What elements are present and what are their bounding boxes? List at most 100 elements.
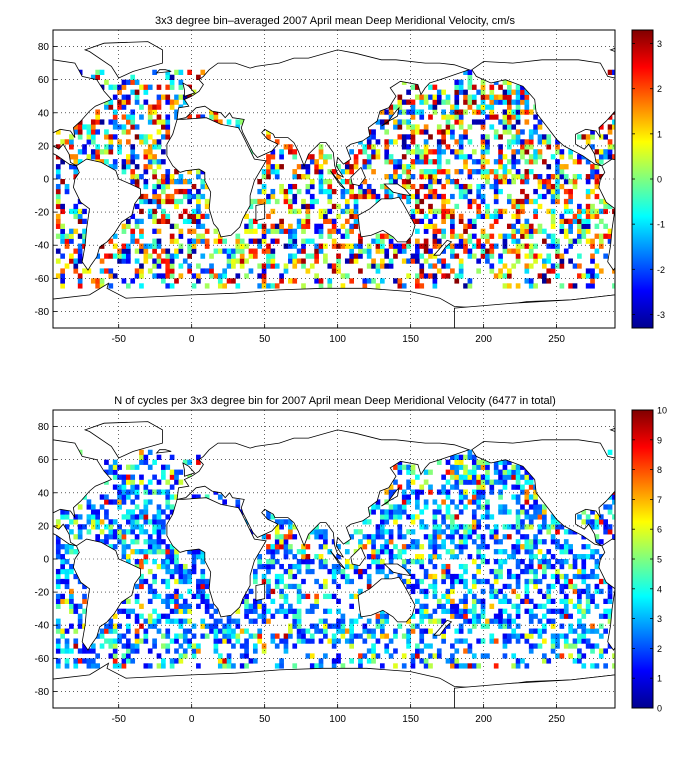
data-bin: [603, 149, 609, 155]
data-bin: [353, 203, 359, 210]
data-bin: [524, 494, 530, 500]
data-bin: [415, 499, 420, 505]
data-bin: [125, 223, 131, 229]
data-bin: [55, 583, 61, 590]
data-bin: [520, 203, 525, 210]
data-bin: [266, 129, 271, 135]
data-bin: [550, 174, 556, 180]
data-bin: [493, 179, 499, 185]
data-bin: [401, 509, 407, 515]
data-bin: [156, 524, 162, 530]
data-bin: [590, 509, 595, 515]
data-bin: [489, 84, 495, 90]
data-bin: [331, 169, 337, 175]
data-bin: [248, 218, 254, 224]
data-bin: [450, 223, 455, 229]
data-bin: [489, 124, 495, 130]
data-bin: [454, 273, 460, 279]
data-bin: [607, 504, 613, 510]
data-bin: [572, 263, 578, 269]
data-bin: [121, 258, 127, 264]
data-bin: [520, 568, 525, 575]
data-bin: [428, 583, 433, 590]
data-bin: [261, 613, 267, 619]
data-bin: [410, 183, 416, 190]
data-bin: [82, 648, 87, 654]
data-bin: [511, 474, 517, 480]
data-bin: [196, 233, 201, 239]
data-bin: [415, 539, 420, 545]
data-bin: [415, 198, 420, 205]
data-bin: [384, 263, 390, 269]
data-bin: [410, 519, 416, 525]
data-bin: [60, 563, 65, 570]
data-bin: [458, 454, 464, 460]
data-bin: [169, 258, 175, 264]
data-bin: [125, 258, 131, 264]
data-bin: [270, 238, 276, 244]
data-bin: [568, 283, 573, 289]
data-bin: [296, 638, 302, 644]
data-bin: [480, 484, 486, 490]
data-bin: [117, 89, 122, 95]
data-bin: [178, 608, 184, 614]
data-bin: [86, 134, 92, 140]
data-bin: [143, 164, 149, 170]
data-bin: [95, 519, 101, 525]
data-bin: [288, 208, 293, 215]
data-bin: [581, 134, 587, 140]
data-bin: [515, 603, 521, 609]
data-bin: [524, 198, 530, 205]
data-bin: [266, 578, 271, 585]
data-bin: [82, 643, 87, 649]
data-bin: [318, 144, 324, 150]
data-bin: [169, 253, 175, 259]
data-bin: [117, 489, 122, 495]
data-bin: [366, 539, 372, 545]
data-bin: [187, 179, 192, 185]
data-bin: [406, 633, 411, 639]
data-bin: [99, 84, 105, 90]
data-bin: [480, 228, 486, 234]
data-bin: [371, 504, 376, 510]
data-bin: [274, 139, 280, 145]
data-bin: [506, 248, 512, 254]
data-bin: [410, 529, 416, 535]
data-bin: [217, 119, 223, 125]
data-bin: [511, 554, 517, 560]
data-bin: [147, 84, 153, 90]
data-bin: [568, 188, 573, 195]
data-bin: [454, 573, 460, 580]
data-bin: [401, 183, 407, 190]
data-bin: [432, 593, 438, 600]
data-bin: [64, 663, 70, 669]
data-bin: [432, 273, 438, 279]
data-bin: [415, 154, 420, 160]
data-bin: [384, 253, 390, 259]
data-bin: [182, 563, 188, 570]
data-bin: [415, 248, 420, 254]
data-bin: [82, 144, 87, 150]
data-bin: [415, 258, 420, 264]
data-bin: [498, 84, 503, 90]
data-bin: [559, 524, 565, 530]
y-tick-label: -40: [35, 241, 50, 252]
data-bin: [375, 568, 381, 575]
data-bin: [327, 278, 333, 284]
data-bin: [296, 598, 302, 604]
data-bin: [393, 119, 398, 125]
data-bin: [161, 598, 166, 604]
data-bin: [226, 263, 232, 269]
data-bin: [156, 198, 162, 205]
data-bin: [371, 129, 376, 135]
data-bin: [60, 228, 65, 234]
data-bin: [533, 129, 538, 135]
data-bin: [288, 188, 293, 195]
data-bin: [121, 164, 127, 170]
data-bin: [528, 129, 534, 135]
data-bin: [581, 544, 587, 550]
data-bin: [266, 248, 271, 254]
data-bin: [366, 154, 372, 160]
data-bin: [314, 524, 319, 530]
